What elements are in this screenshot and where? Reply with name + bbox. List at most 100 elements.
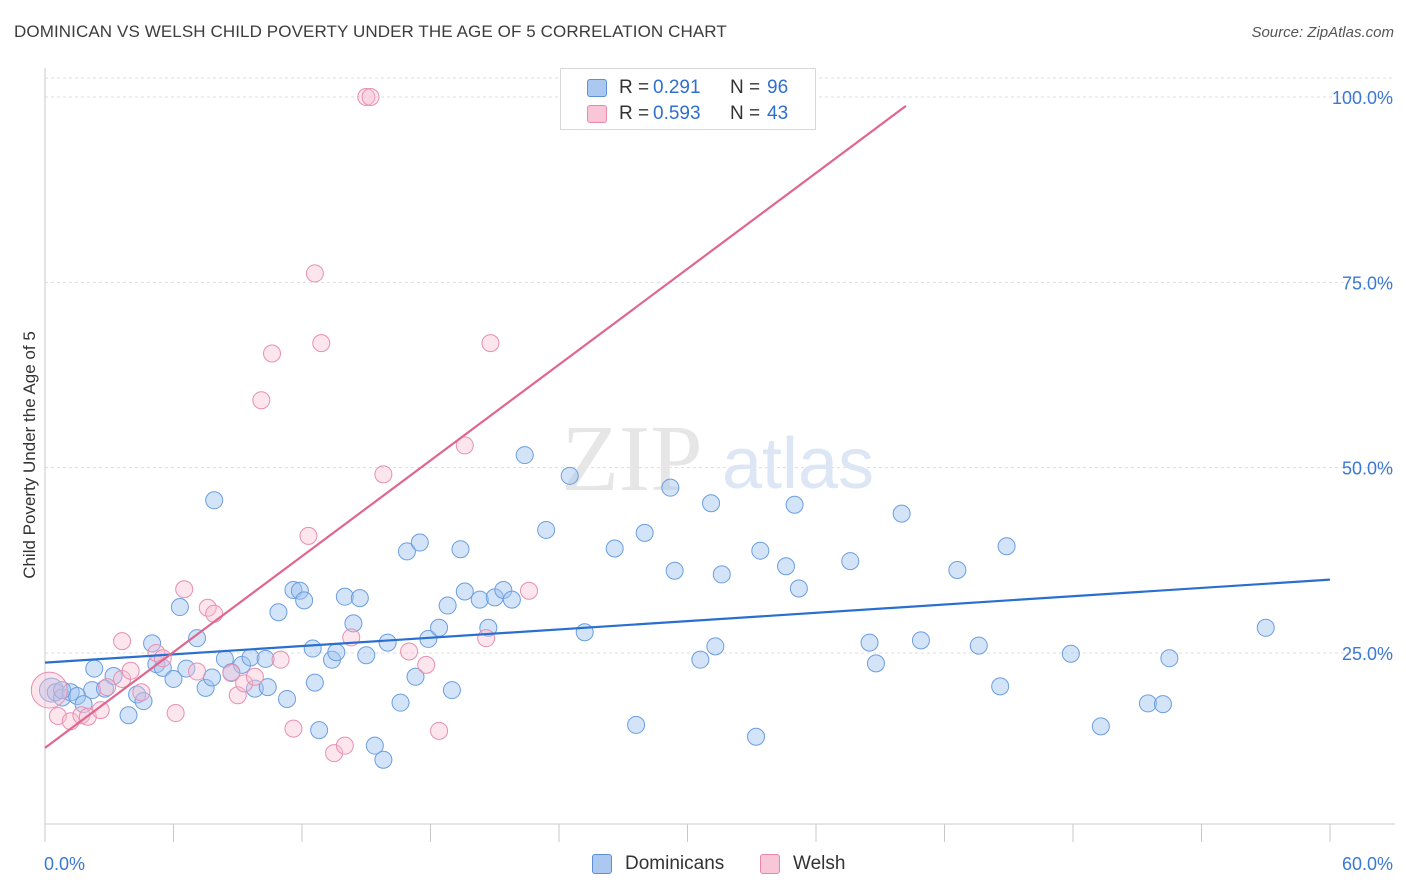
legend-swatch-dominicans [592, 854, 612, 874]
welsh-point [121, 661, 140, 680]
welsh-point [228, 686, 247, 705]
y-tick-label: 50.0% [1342, 459, 1393, 479]
welsh-point [417, 655, 436, 674]
welsh-point [477, 629, 496, 648]
dominicans-point [892, 504, 911, 523]
dominicans-point [430, 618, 449, 637]
dominicans-point [537, 520, 556, 539]
dominicans-point [83, 681, 102, 700]
dominicans-point [357, 646, 376, 665]
dominicans-point [177, 659, 196, 678]
dominicans-point [327, 643, 346, 662]
dominicans-point [258, 678, 277, 697]
dominicans-point [751, 541, 770, 560]
dominicans-point [661, 478, 680, 497]
y-tick-label: 75.0% [1342, 273, 1393, 293]
legend-r-label: R = [619, 77, 650, 98]
dominicans-point [991, 677, 1010, 696]
welsh-point [312, 334, 331, 353]
welsh-point [205, 604, 224, 623]
legend-swatch-welsh [760, 854, 780, 874]
dominicans-point [365, 736, 384, 755]
dominicans-point [378, 633, 397, 652]
dominicans-point [502, 590, 521, 609]
dominicans-point [665, 561, 684, 580]
welsh-point [284, 719, 303, 738]
watermark: ZIP atlas [562, 407, 875, 511]
x-tick-label: 60.0% [1342, 854, 1393, 874]
y-axis-label: Child Poverty Under the Age of 5 [20, 331, 39, 579]
dominicans-point [410, 533, 429, 552]
dominicans-point [335, 587, 354, 606]
dominicans-point [170, 598, 189, 617]
dominicans-point [841, 552, 860, 571]
dominicans-point [706, 637, 725, 656]
dominicans-point [205, 491, 224, 510]
dominicans-point [134, 692, 153, 711]
source-note: Source: ZipAtlas.com [1251, 24, 1394, 41]
welsh-point [455, 436, 474, 455]
dominicans-point [860, 633, 879, 652]
dominicans-point [1138, 694, 1157, 713]
dominicans-point [397, 542, 416, 561]
dominicans-point [374, 750, 393, 769]
welsh-point [91, 701, 110, 720]
welsh-point [98, 678, 117, 697]
tick-labels: 25.0% 50.0% 75.0% 100.0% 0.0% 60.0% [44, 88, 1393, 874]
welsh-point [361, 88, 380, 106]
dominicans-point [969, 636, 988, 655]
dominicans-point [635, 523, 654, 542]
welsh-point [481, 334, 500, 353]
dominicans-point [627, 715, 646, 734]
dominicans-point [1061, 644, 1080, 663]
welsh-trend-line [44, 105, 907, 749]
welsh-point [374, 465, 393, 484]
legend-label-welsh: Welsh [793, 853, 846, 874]
legend-r-value: 0.593 [653, 103, 701, 124]
dominicans-point [196, 678, 215, 697]
dominicans-point [290, 581, 309, 600]
dominicans-point [777, 557, 796, 576]
welsh-point [325, 744, 344, 763]
legend-n-label: N = [730, 77, 761, 98]
dominicans-point [442, 681, 461, 700]
dominicans-point [310, 721, 329, 740]
dominicans-point [702, 494, 721, 513]
dominicans-point [256, 649, 275, 668]
welsh-point [188, 662, 207, 681]
correlation-legend: R = 0.291 N = 96 R = 0.593 N = 43 [560, 68, 816, 130]
dominicans-point [605, 539, 624, 558]
dominicans-point [438, 596, 457, 615]
data-points [30, 88, 1275, 769]
dominicans-point [278, 689, 297, 708]
dominicans-point [303, 639, 322, 658]
welsh-point [30, 671, 68, 709]
dominicans-point [712, 565, 731, 584]
legend-n-value: 43 [767, 103, 789, 124]
dominicans-point [344, 614, 363, 633]
dominicans-point [691, 650, 710, 669]
legend-swatch-welsh [587, 105, 607, 123]
dominicans-point [455, 582, 474, 601]
dominicans-point [451, 540, 470, 559]
axes [44, 68, 1395, 842]
welsh-point [113, 632, 132, 651]
welsh-point [520, 581, 539, 600]
dominicans-point [560, 466, 579, 485]
welsh-point [235, 674, 254, 693]
dominicans-point [785, 495, 804, 514]
dominicans-point [85, 659, 104, 678]
dominicans-point [866, 654, 885, 673]
legend-n-label: N = [730, 103, 761, 124]
dominicans-point [164, 669, 183, 688]
welsh-point [299, 526, 318, 545]
dominicans-point [948, 560, 967, 579]
dominicans-point [53, 688, 72, 707]
welsh-point [271, 650, 290, 669]
legend-r-value: 0.291 [653, 77, 701, 98]
welsh-point [335, 736, 354, 755]
welsh-point [430, 721, 449, 740]
dominicans-point [269, 603, 288, 622]
legend-n-value: 96 [767, 77, 789, 98]
legend-label-dominicans: Dominicans [625, 853, 725, 874]
